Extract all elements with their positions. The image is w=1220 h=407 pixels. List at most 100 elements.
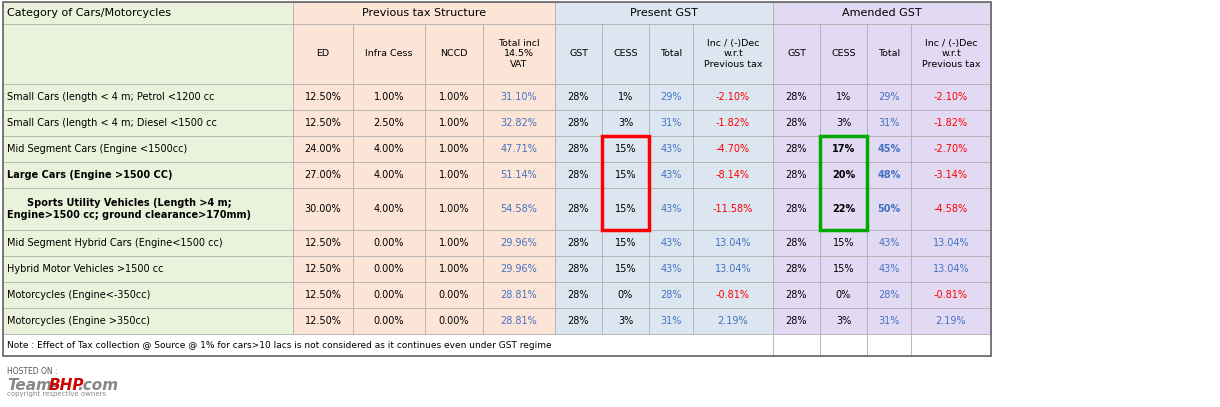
Text: 28%: 28% [786, 204, 808, 214]
Bar [2, 136, 293, 162]
Text: Note : Effect of Tax collection @ Source @ 1% for cars>10 lacs is not considered: Note : Effect of Tax collection @ Source… [7, 341, 551, 350]
Text: 28%: 28% [786, 264, 808, 274]
Bar [773, 230, 820, 256]
Bar [649, 84, 693, 110]
Bar [425, 308, 483, 334]
Text: 32.82%: 32.82% [500, 118, 538, 128]
Bar [353, 188, 425, 230]
Text: 0.00%: 0.00% [373, 264, 404, 274]
Bar [911, 110, 991, 136]
Text: 2.50%: 2.50% [373, 118, 404, 128]
Bar [693, 162, 773, 188]
Text: BHP: BHP [49, 378, 84, 393]
Bar [867, 282, 911, 308]
Bar [425, 188, 483, 230]
Text: 15%: 15% [615, 170, 637, 180]
Bar [353, 230, 425, 256]
Bar [2, 24, 293, 84]
Bar [555, 282, 601, 308]
Text: Small Cars (length < 4 m; Petrol <1200 cc: Small Cars (length < 4 m; Petrol <1200 c… [7, 92, 215, 102]
Bar [693, 24, 773, 84]
Bar [773, 2, 991, 24]
Text: 29.96%: 29.96% [500, 264, 537, 274]
Bar [911, 256, 991, 282]
Text: 43%: 43% [660, 238, 682, 248]
Text: -11.58%: -11.58% [712, 204, 753, 214]
Text: -4.70%: -4.70% [716, 144, 750, 154]
Bar [867, 334, 911, 356]
Bar [693, 84, 773, 110]
Bar [773, 136, 820, 162]
Bar [293, 110, 353, 136]
Bar [693, 308, 773, 334]
Bar [601, 136, 649, 230]
Bar [2, 256, 293, 282]
Bar [820, 136, 867, 230]
Bar [353, 282, 425, 308]
Bar [601, 110, 649, 136]
Bar [820, 282, 867, 308]
Text: Sports Utility Vehicles (Length >4 m;
Engine>1500 cc; ground clearance>170mm): Sports Utility Vehicles (Length >4 m; En… [7, 198, 251, 220]
Bar [483, 24, 555, 84]
Text: 1.00%: 1.00% [439, 144, 470, 154]
Bar [693, 256, 773, 282]
Text: 1.00%: 1.00% [439, 170, 470, 180]
Text: 28%: 28% [786, 290, 808, 300]
Bar [601, 84, 649, 110]
Text: 29%: 29% [878, 92, 900, 102]
Bar [555, 256, 601, 282]
Bar [555, 230, 601, 256]
Text: Motorcycles (Engine<-350cc): Motorcycles (Engine<-350cc) [7, 290, 150, 300]
Bar [820, 110, 867, 136]
Text: -1.82%: -1.82% [716, 118, 750, 128]
Text: -2.70%: -2.70% [933, 144, 969, 154]
Bar [693, 188, 773, 230]
Text: 50%: 50% [877, 204, 900, 214]
Text: 51.14%: 51.14% [500, 170, 537, 180]
Bar [293, 256, 353, 282]
Text: 28%: 28% [567, 144, 589, 154]
Bar [867, 136, 911, 162]
Bar [293, 84, 353, 110]
Text: -8.14%: -8.14% [716, 170, 750, 180]
Bar [649, 136, 693, 162]
Bar [2, 2, 293, 24]
Bar [649, 282, 693, 308]
Text: Mid Segment Hybrid Cars (Engine<1500 cc): Mid Segment Hybrid Cars (Engine<1500 cc) [7, 238, 222, 248]
Bar [773, 110, 820, 136]
Text: Total: Total [660, 50, 682, 59]
Text: 15%: 15% [615, 144, 637, 154]
Text: 28%: 28% [786, 170, 808, 180]
Bar [867, 24, 911, 84]
Text: 28%: 28% [786, 316, 808, 326]
Bar [483, 282, 555, 308]
Text: 0.00%: 0.00% [373, 316, 404, 326]
Text: 20%: 20% [832, 170, 855, 180]
Text: Inc / (-)Dec
w.r.t
Previous tax: Inc / (-)Dec w.r.t Previous tax [704, 39, 762, 69]
Text: .com: .com [77, 378, 118, 393]
Text: 43%: 43% [878, 264, 899, 274]
Text: 28.81%: 28.81% [500, 316, 537, 326]
Text: -2.10%: -2.10% [716, 92, 750, 102]
Text: CESS: CESS [831, 50, 855, 59]
Bar [601, 136, 649, 162]
Bar [425, 110, 483, 136]
Text: 28%: 28% [786, 144, 808, 154]
Text: 1.00%: 1.00% [439, 264, 470, 274]
Bar [867, 162, 911, 188]
Text: 31%: 31% [878, 316, 899, 326]
Bar [353, 84, 425, 110]
Bar [649, 256, 693, 282]
Bar [293, 24, 353, 84]
Bar [293, 230, 353, 256]
Text: 2.19%: 2.19% [717, 316, 748, 326]
Text: 4.00%: 4.00% [373, 144, 404, 154]
Text: Infra Cess: Infra Cess [365, 50, 412, 59]
Text: 31.10%: 31.10% [500, 92, 537, 102]
Bar [425, 162, 483, 188]
Text: -0.81%: -0.81% [716, 290, 750, 300]
Bar [425, 136, 483, 162]
Bar [425, 24, 483, 84]
Text: Team-: Team- [7, 378, 59, 393]
Bar [867, 230, 911, 256]
